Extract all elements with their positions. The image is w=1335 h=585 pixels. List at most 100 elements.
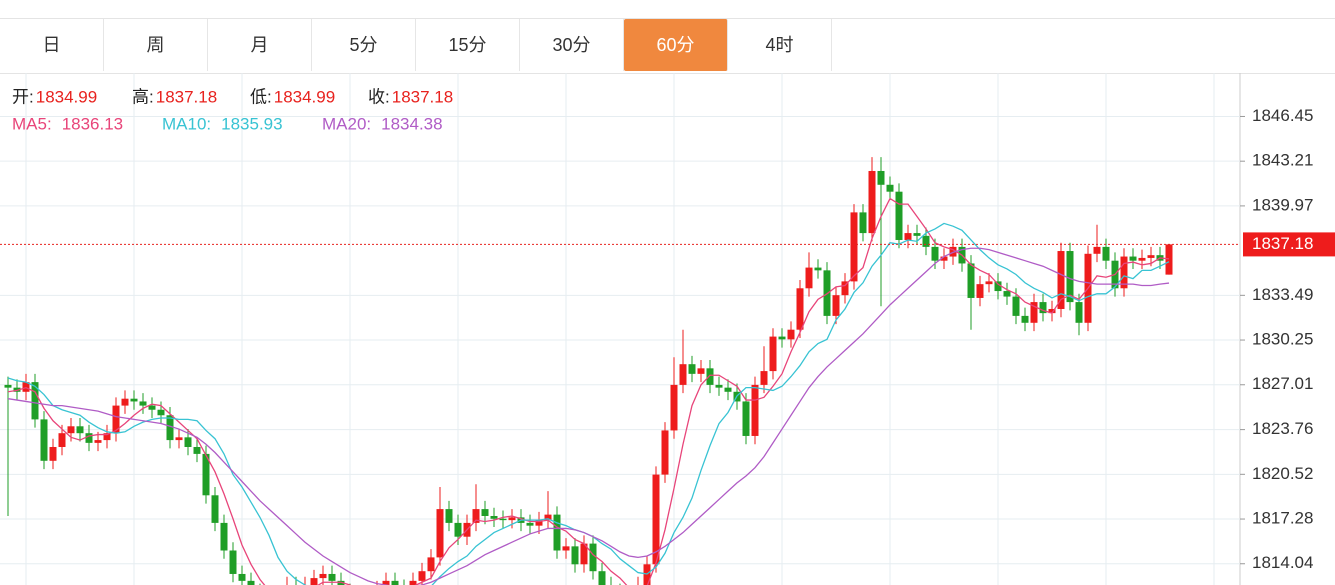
candle-body xyxy=(796,288,804,330)
ohlc-value: 1837.18 xyxy=(392,87,453,106)
candle-body xyxy=(1003,291,1011,297)
candle-body xyxy=(337,580,345,585)
legend-label: MA5: xyxy=(12,114,52,133)
ohlc-label: 高: xyxy=(132,87,154,106)
candle-body xyxy=(994,281,1002,292)
period-tab[interactable]: 日 xyxy=(0,19,104,71)
candle-body xyxy=(112,405,120,434)
ohlc-label: 开: xyxy=(12,87,34,106)
candle-body xyxy=(436,509,444,558)
candle-body xyxy=(472,509,480,523)
candle-body xyxy=(1075,302,1083,323)
candle-body xyxy=(553,514,561,551)
candle-body xyxy=(877,170,885,185)
candle-body xyxy=(976,284,984,298)
candle-body xyxy=(1021,315,1029,323)
candle-body xyxy=(706,368,714,385)
legend-label: MA20: xyxy=(322,114,371,133)
candle-body xyxy=(103,433,111,441)
ma-line xyxy=(7,197,1170,585)
ma-line xyxy=(7,247,1170,585)
candle-body xyxy=(643,564,651,585)
candle-body xyxy=(508,517,516,521)
candle-body xyxy=(985,281,993,285)
candle-body xyxy=(184,437,192,447)
candle-body xyxy=(1093,246,1101,254)
candle-body xyxy=(1039,302,1047,314)
candle-body xyxy=(193,446,201,454)
candle-body xyxy=(1147,255,1155,258)
candle-body xyxy=(895,191,903,240)
period-tabs: 日周月 5分 15分 30分 60分 4时 xyxy=(0,18,1335,74)
period-tab[interactable]: 5分 xyxy=(312,19,416,71)
legend-value: 1836.13 xyxy=(62,114,123,133)
candle-body xyxy=(562,546,570,551)
candle-body xyxy=(382,580,390,585)
period-tab[interactable]: 周 xyxy=(104,19,208,71)
candle-body xyxy=(85,433,93,443)
candle-body xyxy=(850,212,858,282)
period-tab[interactable]: 15分 xyxy=(416,19,520,71)
y-tick-label: 1833.49 xyxy=(1252,285,1313,304)
y-tick-label: 1817.28 xyxy=(1252,509,1313,528)
candle-body xyxy=(481,509,489,516)
candle-body xyxy=(1012,296,1020,316)
ma-line xyxy=(7,222,1170,585)
candle-body xyxy=(76,426,84,434)
candle-body xyxy=(679,364,687,385)
candle-body xyxy=(580,543,588,565)
candle-body xyxy=(31,382,39,420)
candle-body xyxy=(913,233,921,236)
period-tab[interactable]: 月 xyxy=(208,19,312,71)
ohlc-value: 1837.18 xyxy=(156,87,217,106)
candle-body xyxy=(868,170,876,234)
candle-body xyxy=(688,364,696,374)
candle-body xyxy=(454,522,462,537)
period-tab[interactable]: 60分 xyxy=(624,19,728,71)
candle-body xyxy=(4,384,12,388)
ohlc-value: 1834.99 xyxy=(274,87,335,106)
candle-body xyxy=(1048,308,1056,314)
candle-body xyxy=(13,387,21,392)
candle-body xyxy=(58,433,66,447)
period-tab[interactable]: 30分 xyxy=(520,19,624,71)
candle-body xyxy=(967,263,975,298)
candle-body xyxy=(697,368,705,374)
y-tick-label: 1839.97 xyxy=(1252,195,1313,214)
candle-body xyxy=(886,184,894,192)
candle-body xyxy=(526,522,534,526)
candle-body xyxy=(49,446,57,461)
candle-body xyxy=(904,233,912,240)
candle-body xyxy=(805,267,813,289)
candle-body xyxy=(571,546,579,565)
candle-body xyxy=(310,578,318,585)
candle-body xyxy=(544,514,552,521)
last-price-label: 1837.18 xyxy=(1252,234,1313,253)
candle-body xyxy=(949,246,957,257)
last-price-box xyxy=(1243,232,1335,257)
legend-label: MA10: xyxy=(162,114,211,133)
candle-body xyxy=(1066,251,1074,303)
candle-body xyxy=(931,246,939,261)
candle-body xyxy=(1129,256,1137,261)
candle-body xyxy=(418,571,426,581)
y-tick-label: 1823.76 xyxy=(1252,419,1313,438)
candle-body xyxy=(40,419,48,461)
candle-body xyxy=(787,329,795,340)
candle-body xyxy=(769,336,777,372)
candle-body xyxy=(589,543,597,572)
candle-body xyxy=(67,426,75,434)
candle-body xyxy=(157,409,165,416)
candle-body xyxy=(652,474,660,565)
candle-body xyxy=(490,515,498,519)
period-tab[interactable]: 4时 xyxy=(728,19,832,71)
candle-body xyxy=(391,580,399,585)
candle-body xyxy=(742,401,750,436)
candle-body xyxy=(175,437,183,441)
legend-value: 1834.38 xyxy=(381,114,442,133)
y-tick-label: 1827.01 xyxy=(1252,374,1313,393)
candle-body xyxy=(166,415,174,441)
ohlc-label: 收: xyxy=(368,87,390,106)
